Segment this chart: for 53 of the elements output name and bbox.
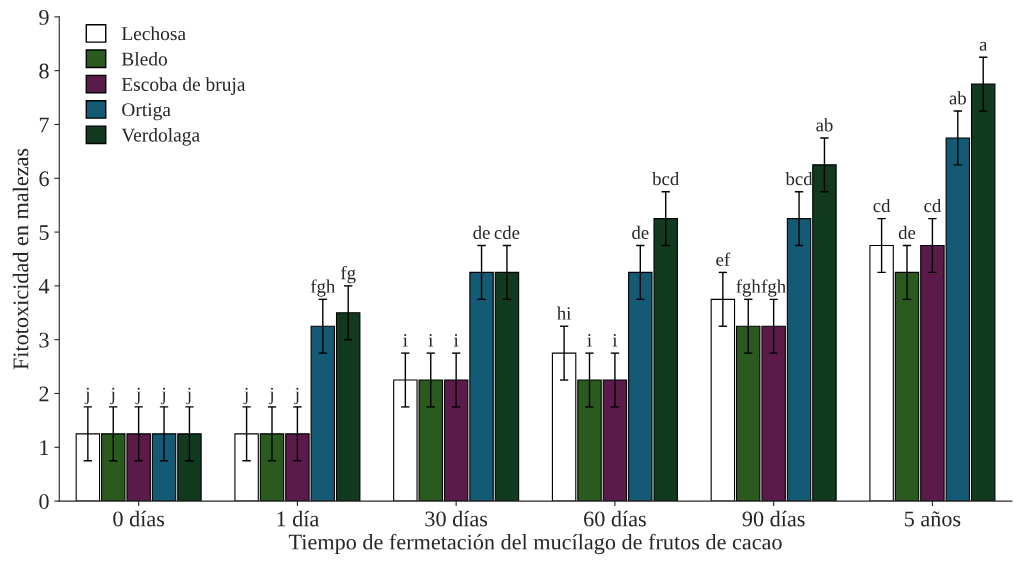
data-label: i <box>428 334 433 347</box>
data-label: de <box>632 225 649 240</box>
data-label: ab <box>816 118 833 132</box>
data-label: a <box>979 41 988 51</box>
data-label: ab <box>949 91 966 105</box>
data-label: j <box>268 387 273 405</box>
data-label: j <box>110 387 115 405</box>
x-tick-label: 1 día <box>277 510 319 527</box>
data-label: bcd <box>785 172 813 186</box>
data-label: j <box>243 387 248 405</box>
y-tick-label: 4 <box>38 278 50 294</box>
data-label: bcd <box>652 172 680 186</box>
data-label: i <box>587 334 592 347</box>
data-label: cd <box>924 198 942 213</box>
y-tick-label: 6 <box>39 171 49 187</box>
x-tick-label: 60 días <box>584 510 646 527</box>
x-tick-label: 90 días <box>742 510 805 527</box>
data-label: hi <box>557 306 572 320</box>
data-label: fgh <box>310 279 336 297</box>
data-label: ef <box>716 252 731 266</box>
legend-label: Bledo <box>121 51 168 66</box>
y-tick-label: 7 <box>39 117 49 133</box>
y-tick-label: 0 <box>39 494 49 509</box>
y-axis-title: Fitotoxicidad en malezas <box>12 148 29 370</box>
data-label: fgh <box>761 279 786 297</box>
data-label: i <box>403 334 408 347</box>
legend-label: Escoba de bruja <box>121 77 246 95</box>
data-label: de <box>898 225 916 240</box>
y-tick-label: 2 <box>39 386 49 402</box>
data-label: i <box>453 334 459 347</box>
x-tick-label: 5 años <box>904 511 961 527</box>
y-tick-label: 3 <box>39 332 49 348</box>
x-tick-label: 30 días <box>425 510 488 527</box>
data-label: cd <box>873 198 891 213</box>
data-label: fg <box>340 265 356 284</box>
y-tick-label: 9 <box>39 9 49 25</box>
legend-label: Lechosa <box>121 26 186 41</box>
x-tick-label: 0 días <box>113 510 165 527</box>
data-label: j <box>84 387 89 405</box>
y-tick-label: 1 <box>40 440 49 455</box>
data-label: i <box>612 334 618 347</box>
data-label: cde <box>494 225 520 240</box>
y-tick-label: 5 <box>39 225 49 241</box>
data-label: j <box>135 387 140 405</box>
data-label: j <box>294 387 299 405</box>
data-label: fgh <box>736 279 761 297</box>
legend-label: Ortiga <box>122 103 171 121</box>
data-label: de <box>473 225 490 240</box>
x-axis-title: Tiempo de fermetación del mucílago de frutos de cacao <box>288 533 782 555</box>
y-tick-label: 8 <box>39 63 49 79</box>
data-label: j <box>186 387 191 405</box>
legend-label: Verdolaga <box>121 127 200 146</box>
data-label: j <box>160 387 166 405</box>
